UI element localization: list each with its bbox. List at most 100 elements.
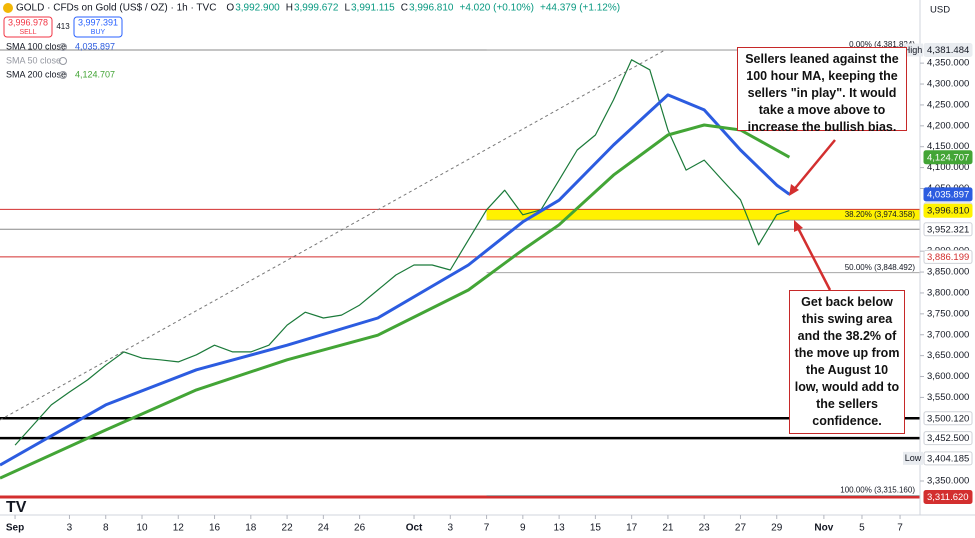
x-tick-label: 15	[590, 523, 602, 534]
y-tick-label: 3,550.000	[927, 392, 969, 403]
annotation: Get back below this swing area and the 3…	[789, 290, 905, 434]
price-label-text: 3,500.120	[927, 413, 969, 424]
price-tag	[903, 451, 923, 465]
legend-icon	[59, 57, 67, 65]
price-label	[923, 431, 973, 446]
x-tick-label: 26	[354, 523, 366, 534]
y-tick-label: 4,250.000	[927, 99, 969, 110]
x-tick-label: 18	[245, 523, 257, 534]
price-label-text: 3,404.185	[927, 453, 969, 464]
change: +44.379 (+1.12%)	[540, 3, 620, 14]
y-tick-label: 3,350.000	[927, 476, 969, 487]
x-tick-label: 23	[699, 523, 711, 534]
y-tick-label: 3,600.000	[927, 371, 969, 382]
price-tag-text: Low	[905, 453, 922, 463]
x-tick-label: 8	[103, 523, 109, 534]
trend-line	[0, 49, 666, 421]
y-tick-label: 3,700.000	[927, 329, 969, 340]
chart-title: GOLD · CFDs on Gold (US$ / OZ) · 1h · TV…	[16, 3, 216, 14]
logo: TV	[6, 499, 27, 516]
ohlc-key: L	[344, 3, 350, 14]
ohlc-key: H	[286, 3, 293, 14]
y-tick-label: 3,750.000	[927, 308, 969, 319]
x-tick-label: 16	[209, 523, 221, 534]
price-axis	[920, 0, 975, 538]
y-tick-label: 3,800.000	[927, 287, 969, 298]
price-label	[923, 222, 973, 237]
x-tick-label: 17	[626, 523, 638, 534]
x-tick-label: 3	[448, 523, 454, 534]
y-tick-label: 4,150.000	[927, 141, 969, 152]
x-tick-label: 13	[554, 523, 566, 534]
price-label	[923, 42, 973, 57]
x-tick-label: Sep	[6, 523, 24, 534]
x-tick-label: 7	[897, 523, 903, 534]
x-tick-label: 10	[136, 523, 148, 534]
sma-line	[0, 123, 791, 480]
y-tick-label: 3,650.000	[927, 350, 969, 361]
legend-entry: SMA 200 close	[6, 69, 66, 79]
fib-label: 0.00% (4,381.824)	[849, 40, 915, 49]
price-tag-text: High	[904, 45, 923, 55]
ohlc-value: 3,996.810	[409, 3, 454, 14]
x-tick-label: 27	[735, 523, 747, 534]
sma-line	[0, 93, 791, 467]
x-tick-label: Nov	[814, 523, 833, 534]
fib-label: 100.00% (3,315.160)	[840, 486, 915, 495]
fib-label: 50.00% (3,848.492)	[845, 263, 916, 272]
price-label	[923, 150, 973, 165]
price-label-text: 3,452.500	[927, 433, 969, 444]
y-tick-label: 4,200.000	[927, 120, 969, 131]
price-label-text: 4,124.707	[927, 152, 969, 163]
ohlc-value: 3,991.115	[351, 3, 395, 14]
fib-zone	[486, 209, 920, 221]
x-tick-label: 7	[484, 523, 490, 534]
x-tick-label: 21	[662, 523, 674, 534]
ohlc-value: 3,999.672	[294, 3, 339, 14]
price-label	[923, 490, 973, 505]
buy-button[interactable]	[73, 16, 123, 38]
sell-price: 3,996.978	[8, 17, 48, 27]
y-tick-label: 4,100.000	[927, 162, 969, 173]
symbol-icon	[3, 3, 13, 13]
x-tick-label: 9	[520, 523, 526, 534]
change: +4.020 (+0.10%)	[459, 3, 534, 14]
spread: 413	[56, 22, 70, 31]
x-tick-label: 24	[318, 523, 330, 534]
axes: 3,350.000 3,550.000 3,600.000 3,650.000 3,70…	[6, 5, 973, 534]
sell-button[interactable]	[3, 16, 53, 38]
fib-label: 38.20% (3,974.358)	[845, 210, 916, 219]
arrow	[791, 139, 836, 193]
price-label-text: 3,886.199	[927, 252, 969, 263]
arrow-head	[789, 184, 799, 196]
x-tick-label: 29	[771, 523, 783, 534]
price-label-text: 4,035.897	[927, 189, 969, 200]
price-label	[923, 249, 973, 264]
annotation: Sellers leaned against the 100 hour MA, …	[737, 47, 907, 134]
ohlc-key: O	[226, 3, 234, 14]
header: GOLD · CFDs on Gold (US$ / OZ) · 1h · TV…	[3, 3, 620, 79]
x-tick-label: 3	[67, 523, 73, 534]
buy-price: 3,997.391	[78, 17, 118, 27]
price-label-text: 4,381.484	[927, 45, 969, 56]
y-tick-label: 4,300.000	[927, 79, 969, 90]
x-tick-label: 12	[173, 523, 185, 534]
currency: USD	[930, 5, 950, 16]
buy-label: BUY	[91, 29, 106, 36]
price-line	[14, 59, 790, 446]
x-tick-label: Oct	[406, 523, 423, 534]
x-tick-label: 22	[282, 523, 294, 534]
legend-entry: SMA 50 close	[6, 55, 61, 65]
legend-value: 4,035.897	[75, 41, 115, 51]
y-tick-label: 3,850.000	[927, 267, 969, 278]
legend-value: 4,124.707	[75, 69, 115, 79]
price-label-text: 3,311.620	[927, 492, 969, 503]
price-label	[923, 187, 973, 202]
price-label	[923, 451, 973, 466]
arrow-head	[794, 220, 803, 232]
x-tick-label: 5	[859, 523, 865, 534]
legend-entry: SMA 100 close	[6, 41, 66, 51]
ohlc-value: 3,992.900	[235, 3, 280, 14]
price-label-text: 3,996.810	[927, 206, 969, 217]
